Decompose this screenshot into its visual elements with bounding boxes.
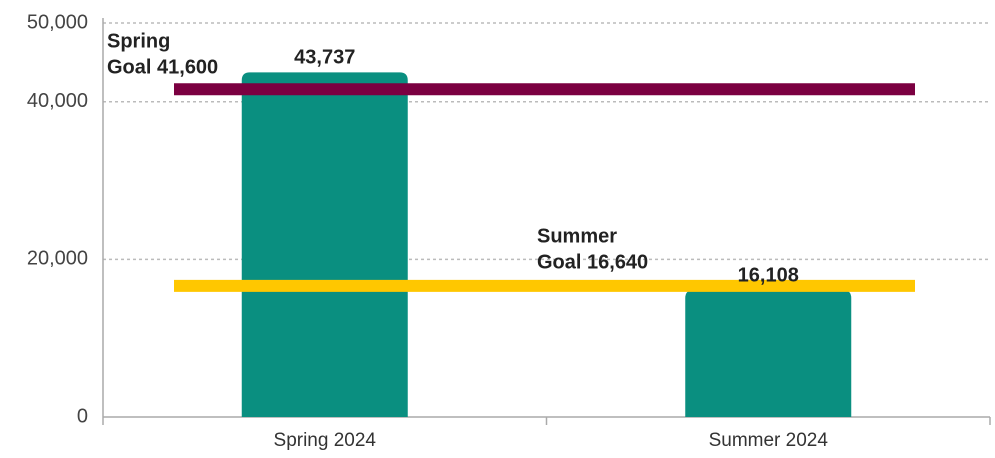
x-tick-label: Spring 2024 [274, 430, 377, 451]
bar [241, 72, 408, 417]
goal-name: Summer [537, 225, 617, 247]
y-tick-label: 40,000 [27, 90, 88, 112]
goal-label: Goal 16,640 [537, 251, 648, 273]
value-label: 43,737 [294, 47, 355, 69]
y-tick-label: 20,000 [27, 248, 88, 270]
goal-label: Goal 41,600 [107, 56, 218, 78]
y-tick-label: 0 [77, 405, 88, 427]
y-tick-label: 50,000 [27, 11, 88, 33]
x-tick-label: Summer 2024 [709, 430, 829, 451]
bar [685, 290, 852, 417]
value-label: 16,108 [738, 264, 799, 286]
goal-name: Spring [107, 30, 170, 52]
